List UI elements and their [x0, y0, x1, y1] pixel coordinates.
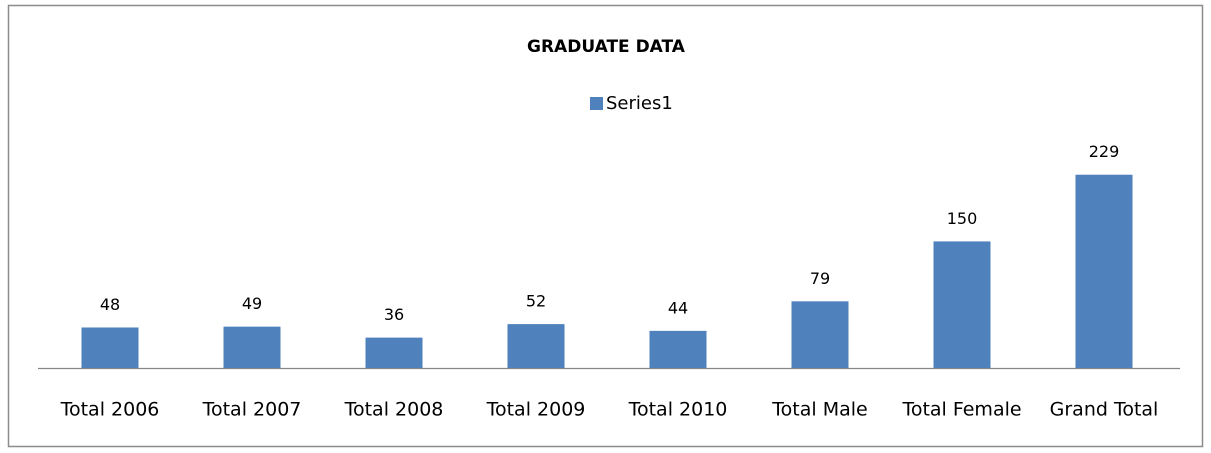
bar	[791, 301, 849, 368]
data-label: 150	[947, 209, 978, 228]
x-tick-label: Total 2006	[60, 399, 160, 421]
data-label: 44	[668, 298, 688, 317]
bar	[223, 326, 281, 368]
bar	[81, 327, 139, 368]
bar	[365, 337, 423, 368]
data-label: 52	[526, 292, 546, 311]
bar	[933, 241, 991, 368]
x-tick-label: Grand Total	[1050, 399, 1159, 421]
x-tick-label: Total Female	[901, 399, 1021, 421]
chart-title: GRADUATE DATA	[527, 37, 686, 57]
legend-label: Series1	[606, 93, 673, 114]
chart-frame	[7, 4, 1204, 448]
data-label: 79	[810, 269, 830, 288]
x-tick-label: Total 2010	[628, 399, 728, 421]
data-label: 36	[384, 305, 404, 324]
x-tick-label: Total 2008	[344, 399, 444, 421]
data-label: 229	[1089, 142, 1120, 161]
bar	[649, 330, 707, 368]
data-label: 48	[100, 295, 120, 314]
bar	[1075, 174, 1133, 368]
data-label: 49	[242, 294, 262, 313]
legend-swatch	[590, 97, 603, 110]
x-tick-label: Total Male	[771, 399, 867, 421]
x-tick-label: Total 2007	[202, 399, 302, 421]
x-tick-label: Total 2009	[486, 399, 586, 421]
bar	[507, 324, 565, 368]
